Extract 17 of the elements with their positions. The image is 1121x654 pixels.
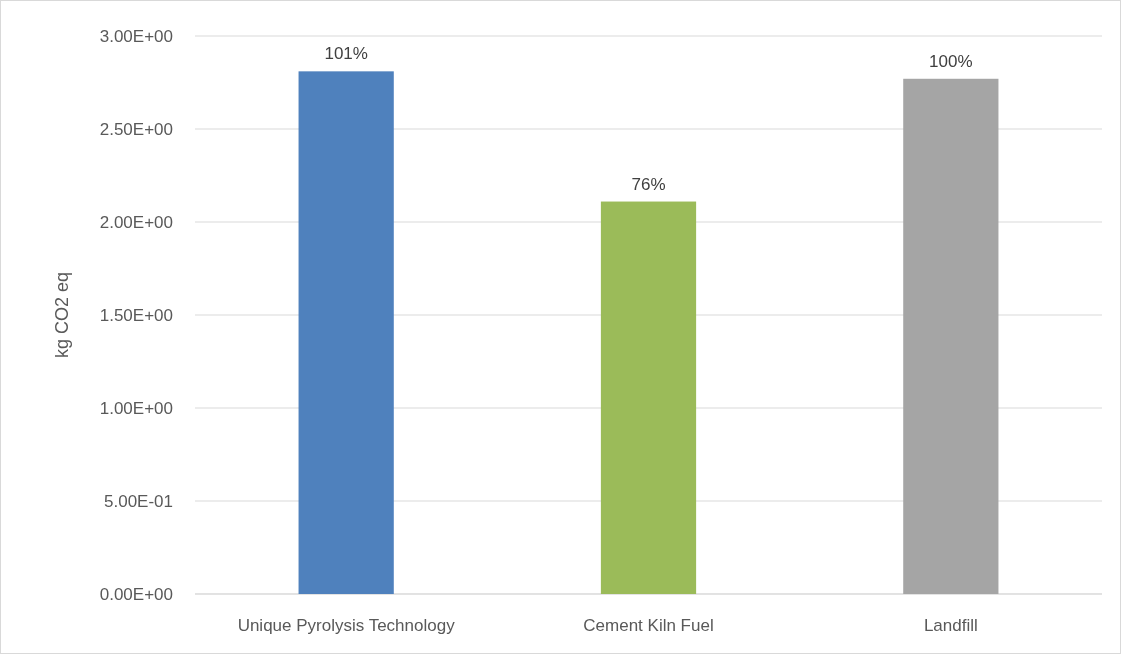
y-tick-label: 2.00E+00 bbox=[99, 212, 173, 232]
annotation: 101% bbox=[324, 44, 368, 64]
y-tick-label: 1.00E+00 bbox=[99, 398, 173, 418]
y-tick-label: 3.00E+00 bbox=[99, 26, 173, 46]
annotation: 100% bbox=[929, 51, 973, 71]
bar bbox=[600, 201, 697, 594]
x-tick-label: Landfill bbox=[923, 616, 978, 635]
bar bbox=[903, 78, 999, 594]
bar bbox=[298, 71, 394, 594]
y-tick-label: 1.50E+00 bbox=[99, 305, 173, 325]
y-tick-label: 0.00E+00 bbox=[99, 584, 173, 604]
y-axis-title: kg CO2 eq bbox=[52, 271, 72, 359]
y-tick-label: 5.00E-01 bbox=[104, 491, 173, 511]
x-tick-label: Cement Kiln Fuel bbox=[583, 616, 714, 635]
y-tick-label: 2.50E+00 bbox=[99, 119, 173, 139]
annotation: 76% bbox=[631, 174, 666, 194]
x-tick-label: Unique Pyrolysis Technology bbox=[237, 616, 456, 635]
